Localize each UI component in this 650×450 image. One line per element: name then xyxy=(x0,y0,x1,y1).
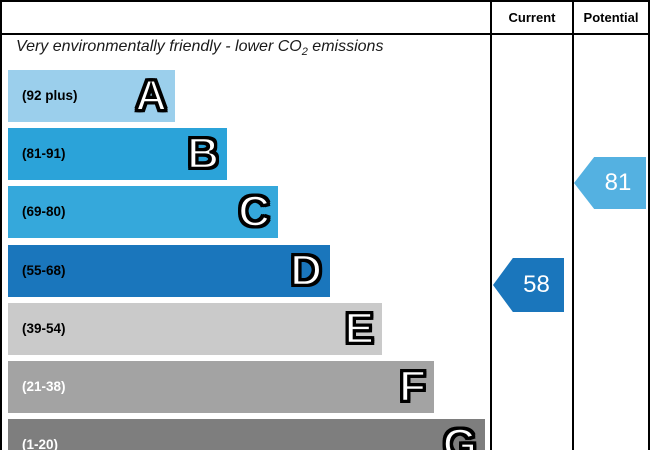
header-separator xyxy=(0,33,650,35)
band-row-e: (39-54) E xyxy=(8,303,382,355)
chart-title-text: Very environmentally friendly - lower CO xyxy=(16,38,302,55)
band-range-label: (39-54) xyxy=(22,321,66,336)
band-letter: A xyxy=(134,70,168,122)
band-range-label: (55-68) xyxy=(22,263,66,278)
potential-rating-value: 81 xyxy=(604,169,632,196)
band-row-d: (55-68) D xyxy=(8,245,330,297)
current-column-header: Current xyxy=(508,10,556,25)
chart-title-subscript: 2 xyxy=(301,46,308,58)
band-range-label: (69-80) xyxy=(22,204,66,219)
top-border xyxy=(0,0,650,2)
band-range-label: (92 plus) xyxy=(22,88,78,103)
band-letter: C xyxy=(237,186,271,238)
potential-column-divider xyxy=(572,0,574,450)
band-range-label: (81-91) xyxy=(22,146,66,161)
current-rating-arrow: 58 xyxy=(493,258,564,312)
current-rating-value: 58 xyxy=(523,271,550,298)
band-row-b: (81-91) B xyxy=(8,128,227,180)
band-row-g: (1-20) G xyxy=(8,419,485,450)
band-letter: D xyxy=(289,245,323,297)
band-letter: B xyxy=(186,128,220,180)
potential-rating-arrow: 81 xyxy=(574,157,646,209)
chart-title: Very environmentally friendly - lower CO… xyxy=(16,38,384,58)
left-border xyxy=(0,0,2,450)
band-range-label: (1-20) xyxy=(22,437,59,450)
band-row-a: (92 plus) A xyxy=(8,70,175,122)
potential-column-header: Potential xyxy=(583,10,639,25)
band-row-c: (69-80) C xyxy=(8,186,278,238)
band-letter: F xyxy=(398,361,427,413)
chart-title-suffix: emissions xyxy=(307,38,384,55)
band-letter: G xyxy=(442,419,479,450)
band-range-label: (21-38) xyxy=(22,379,66,394)
current-column-divider xyxy=(490,0,492,450)
band-row-f: (21-38) F xyxy=(8,361,434,413)
right-border xyxy=(648,0,650,450)
band-letter: E xyxy=(343,303,375,355)
